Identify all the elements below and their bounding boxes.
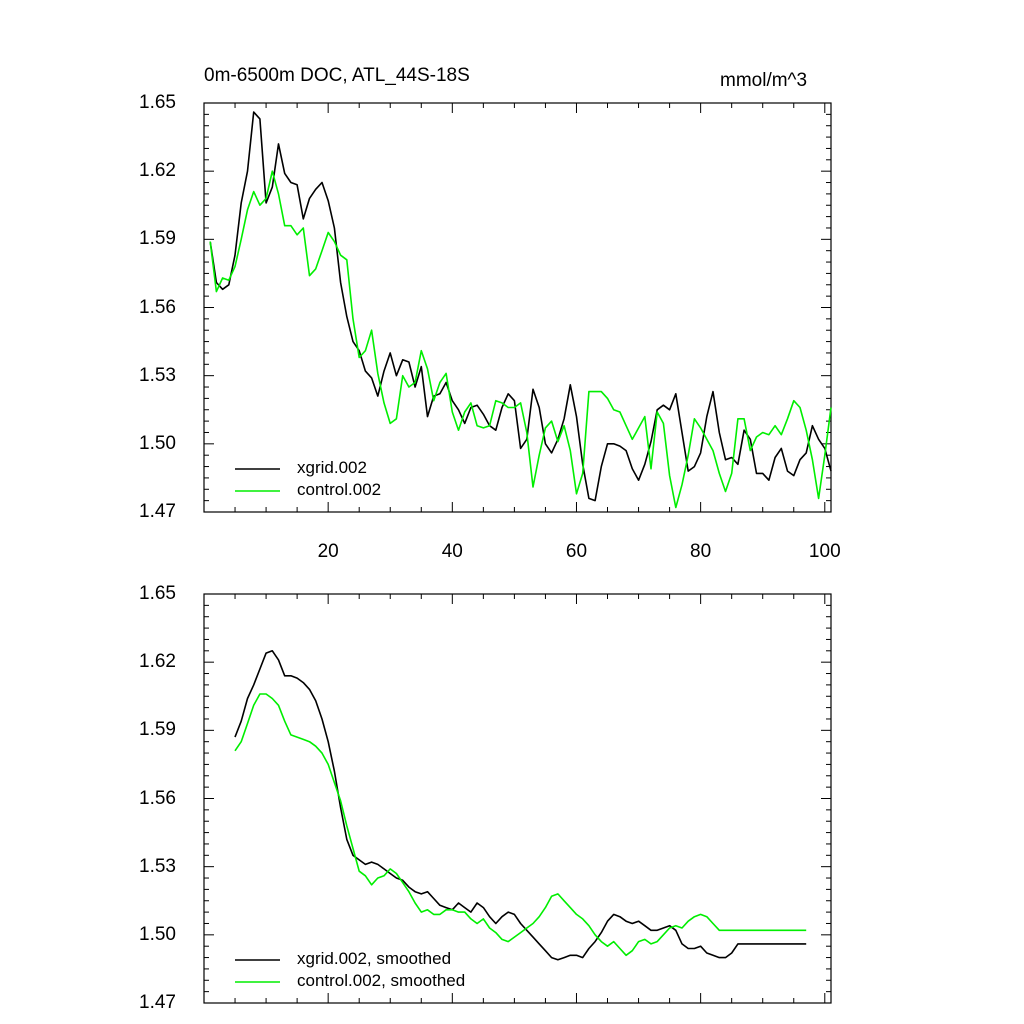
x-tick-label: 40 bbox=[441, 541, 463, 562]
y-tick-label: 1.53 bbox=[139, 855, 176, 877]
x-tick-label: 60 bbox=[565, 541, 588, 562]
series-line-xgrid bbox=[234, 649, 807, 961]
legend-label: xgrid.002 bbox=[297, 458, 367, 477]
y-tick-label: 1.50 bbox=[139, 432, 176, 454]
y-tick-label: 1.65 bbox=[139, 583, 176, 604]
legend-label: control.002 bbox=[297, 480, 382, 499]
x-tick-label: 20 bbox=[317, 541, 339, 562]
chart-title: 0m-6500m DOC, ATL_44S-18S bbox=[204, 65, 470, 86]
plot-frame-top bbox=[203, 102, 832, 513]
y-tick-label: 1.56 bbox=[139, 296, 176, 318]
y-tick-label: 1.53 bbox=[139, 364, 176, 386]
series-line-xgrid bbox=[209, 111, 832, 502]
y-tick-label: 1.47 bbox=[139, 992, 176, 1013]
x-tick-label: 80 bbox=[690, 541, 712, 562]
x-tick-label: 100 bbox=[808, 541, 841, 562]
y-tick-label: 1.62 bbox=[139, 651, 176, 673]
y-tick-label: 1.56 bbox=[139, 787, 176, 809]
y-tick-label: 1.50 bbox=[139, 923, 176, 945]
legend-label: control.002, smoothed bbox=[297, 971, 466, 990]
y-tick-label: 1.59 bbox=[139, 719, 176, 741]
y-tick-label: 1.47 bbox=[139, 501, 176, 522]
y-tick-label: 1.65 bbox=[139, 92, 176, 113]
series-line-control bbox=[234, 693, 807, 957]
series-line-control bbox=[209, 170, 832, 509]
y-tick-label: 1.62 bbox=[139, 160, 176, 182]
plot-frame-bottom bbox=[203, 593, 832, 1004]
units-label: mmol/m^3 bbox=[720, 70, 808, 91]
y-tick-label: 1.59 bbox=[139, 228, 176, 250]
legend-label: xgrid.002, smoothed bbox=[297, 949, 452, 968]
